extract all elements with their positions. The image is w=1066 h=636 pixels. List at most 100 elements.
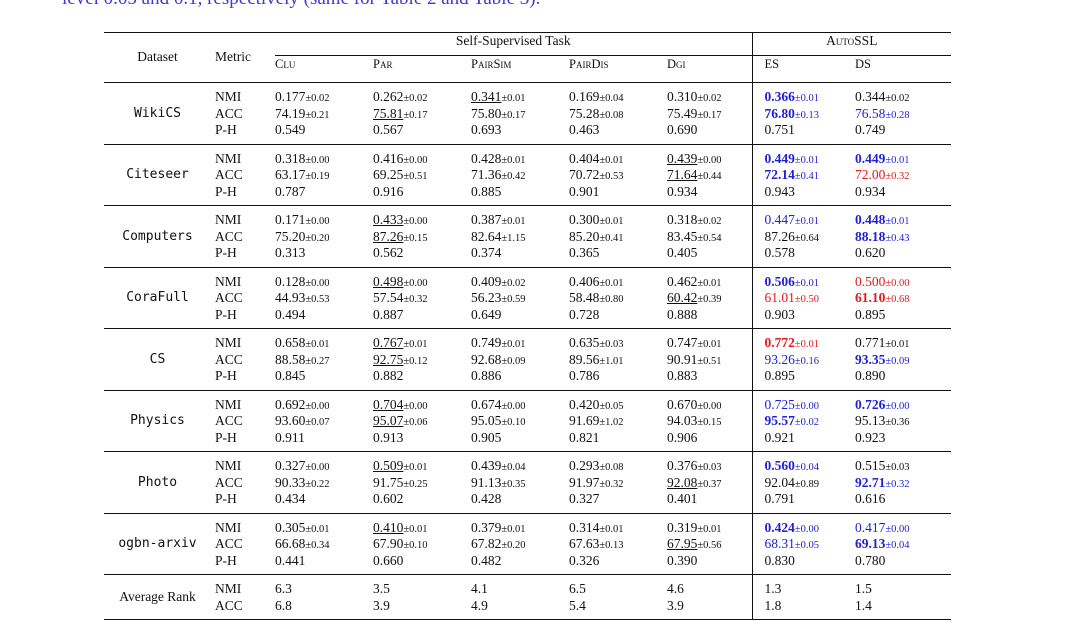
- cell-mean: 0.602: [373, 491, 404, 506]
- cell-mean: 44.93: [275, 290, 306, 305]
- column-cell-2: 4.1 4.9: [471, 575, 569, 620]
- cell-std: ±0.68: [885, 294, 910, 305]
- cell-value: 0.424±0.00: [765, 520, 856, 537]
- cell-std: ±0.42: [501, 171, 526, 182]
- cell-mean: 0.887: [373, 306, 404, 322]
- cell-std: ±0.20: [305, 232, 330, 244]
- column-cell-4: 0.318±0.02 83.45±0.54 0.405: [667, 206, 752, 268]
- cell-std: ±0.01: [501, 93, 526, 104]
- cell-mean: 69.13: [855, 536, 886, 551]
- cell-std: ±0.00: [885, 400, 910, 412]
- cell-mean: 83.45: [667, 228, 698, 244]
- column-cell-5: 0.366±0.01 76.80±0.13 0.751: [751, 82, 856, 144]
- cell-std: ±0.03: [697, 462, 722, 473]
- cell-value: 0.845: [275, 368, 373, 385]
- cell-mean: 67.95: [667, 536, 698, 551]
- cell-value: 0.366±0.01: [765, 89, 856, 106]
- cell-value: 0.821: [569, 430, 667, 447]
- cell-mean: 85.20: [569, 228, 600, 244]
- cell-std: ±0.35: [501, 478, 526, 490]
- cell-std: ±0.08: [599, 462, 624, 473]
- cell-mean: 0.169: [569, 89, 600, 104]
- cell-std: ±0.22: [305, 478, 330, 490]
- cell-std: ±0.15: [697, 417, 722, 428]
- cell-std: ±1.02: [599, 417, 624, 428]
- cell-value: 69.25±0.51: [373, 167, 471, 184]
- cell-value: 6.8: [275, 598, 373, 615]
- cell-mean: 75.81: [373, 105, 404, 121]
- cell-mean: 0.404: [569, 150, 600, 166]
- cell-value: 0.313: [275, 245, 373, 262]
- cell-value: 0.462±0.01: [667, 274, 752, 291]
- cell-value: 0.943: [765, 184, 856, 201]
- column-cell-0: 0.305±0.01 66.68±0.34 0.441: [275, 513, 373, 575]
- cell-value: 88.58±0.27: [275, 352, 373, 369]
- cell-std: ±0.06: [403, 417, 428, 428]
- header-self-supervised-task: Self-Supervised Task: [275, 32, 753, 56]
- cell-std: ±0.41: [794, 171, 820, 182]
- cell-std: ±0.03: [599, 339, 624, 350]
- cell-mean: 0.882: [373, 368, 404, 383]
- cell-mean: 0.428: [471, 150, 502, 166]
- cell-value: 0.882: [373, 368, 471, 385]
- cell-mean: 57.54: [373, 290, 404, 305]
- cell-mean: 0.725: [764, 396, 795, 412]
- column-cell-5: 0.560±0.04 92.04±0.89 0.791: [751, 451, 856, 513]
- cell-mean: 0.327: [275, 458, 306, 473]
- cell-value: 0.895: [855, 307, 951, 324]
- cell-mean: 56.23: [471, 290, 502, 305]
- cell-std: ±0.00: [403, 154, 428, 166]
- cell-std: ±0.02: [697, 93, 722, 104]
- cell-mean: 92.68: [471, 351, 502, 367]
- cell-mean: 0.620: [855, 245, 886, 260]
- metric-name: P-H: [215, 122, 237, 137]
- cell-value: 0.417±0.00: [855, 520, 951, 537]
- cell-std: ±0.00: [697, 400, 722, 412]
- dataset-name: CoraFull: [126, 290, 189, 305]
- cell-mean: 92.75: [373, 351, 404, 367]
- cell-mean: 0.921: [764, 429, 795, 445]
- cell-value: 63.17±0.19: [275, 167, 373, 184]
- cell-std: ±0.00: [403, 400, 428, 412]
- cell-mean: 0.821: [569, 429, 600, 445]
- cell-mean: 0.327: [569, 491, 600, 506]
- cell-value: 57.54±0.32: [373, 290, 471, 307]
- column-cell-2: 0.409±0.02 56.23±0.59 0.649: [471, 267, 569, 329]
- cell-value: 0.406±0.01: [569, 274, 667, 291]
- cell-mean: 0.366: [764, 89, 795, 104]
- cell-value: 92.75±0.12: [373, 352, 471, 369]
- column-header-4: Dgi: [667, 55, 753, 83]
- table-row: Average Rank NMI ACC 6.3 6.8 3.5 3.9 4.1 4.9 6.5 5…: [104, 574, 952, 620]
- column-header-1: Par: [373, 55, 471, 83]
- column-cell-1: 0.410±0.01 67.90±0.10 0.660: [373, 513, 471, 575]
- cell-std: ±0.25: [403, 478, 428, 490]
- cell-mean: 6.3: [275, 581, 292, 596]
- cell-std: ±0.04: [501, 462, 526, 473]
- metric-name: ACC: [215, 290, 243, 305]
- cell-value: 0.887: [373, 307, 471, 324]
- cell-mean: 91.13: [471, 474, 502, 490]
- cell-value: 67.90±0.10: [373, 536, 471, 553]
- cell-value: 0.171±0.00: [275, 212, 373, 229]
- cell-mean: 3.5: [373, 581, 390, 596]
- cell-std: ±0.28: [885, 109, 910, 121]
- column-cell-0: 0.177±0.02 74.19±0.21 0.549: [275, 83, 373, 145]
- cell-std: ±0.01: [794, 154, 820, 166]
- cell-mean: 0.506: [764, 273, 795, 289]
- cell-mean: 0.434: [275, 491, 306, 506]
- header-metric: Metric: [215, 49, 251, 65]
- cell-value: 67.82±0.20: [471, 536, 569, 553]
- cell-mean: 89.56: [569, 351, 600, 367]
- cell-value: 0.405: [667, 245, 752, 262]
- metric-names: NMI ACC P-H: [211, 144, 275, 206]
- cell-value: 72.14±0.41: [765, 167, 856, 184]
- column-cell-0: 0.658±0.01 88.58±0.27 0.845: [275, 329, 373, 391]
- cell-mean: 0.494: [275, 306, 306, 322]
- cell-mean: 0.923: [855, 429, 886, 445]
- cell-value: 71.36±0.42: [471, 167, 569, 184]
- cell-std: ±0.17: [501, 109, 526, 121]
- cell-std: ±0.00: [305, 462, 330, 473]
- cell-mean: 0.428: [471, 491, 502, 506]
- cell-value: 0.921: [765, 430, 856, 447]
- cell-std: ±0.64: [794, 232, 820, 244]
